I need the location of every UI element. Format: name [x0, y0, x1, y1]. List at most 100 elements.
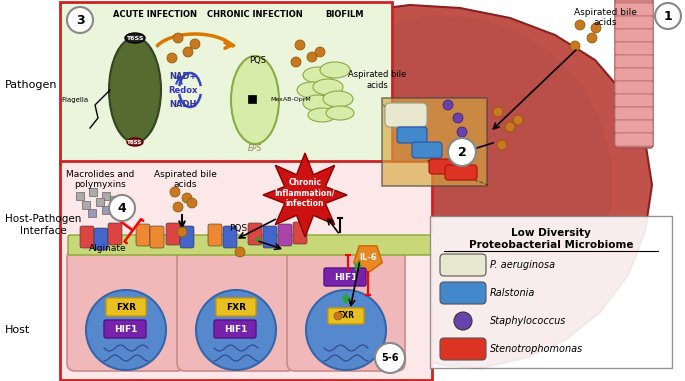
Text: T6SS: T6SS — [126, 35, 144, 40]
Circle shape — [291, 57, 301, 67]
FancyBboxPatch shape — [382, 98, 487, 186]
FancyBboxPatch shape — [615, 107, 653, 120]
FancyBboxPatch shape — [223, 226, 237, 248]
Ellipse shape — [231, 56, 279, 144]
FancyBboxPatch shape — [615, 94, 653, 107]
Circle shape — [655, 3, 681, 29]
Circle shape — [177, 227, 187, 237]
Text: Alginate: Alginate — [89, 243, 127, 253]
Text: Flagella: Flagella — [61, 97, 88, 103]
Circle shape — [505, 122, 515, 132]
Text: 3: 3 — [75, 13, 84, 27]
FancyBboxPatch shape — [60, 161, 432, 380]
FancyBboxPatch shape — [216, 298, 256, 316]
Text: FXR: FXR — [116, 303, 136, 312]
Circle shape — [295, 40, 305, 50]
Ellipse shape — [109, 37, 161, 142]
FancyBboxPatch shape — [94, 228, 108, 250]
Text: HIF1: HIF1 — [224, 325, 248, 333]
FancyBboxPatch shape — [615, 81, 653, 94]
Polygon shape — [263, 153, 347, 237]
Circle shape — [306, 290, 386, 370]
Text: +: + — [253, 235, 262, 245]
FancyBboxPatch shape — [430, 216, 672, 368]
Text: BIOFILM: BIOFILM — [326, 10, 364, 19]
Text: Aspirated bile
acids: Aspirated bile acids — [153, 170, 216, 189]
FancyBboxPatch shape — [108, 223, 122, 245]
Circle shape — [448, 138, 476, 166]
FancyBboxPatch shape — [615, 16, 653, 29]
Ellipse shape — [308, 108, 336, 122]
Circle shape — [375, 343, 405, 373]
Text: NADH: NADH — [169, 99, 197, 109]
Circle shape — [187, 198, 197, 208]
Ellipse shape — [125, 33, 145, 43]
FancyBboxPatch shape — [615, 120, 653, 133]
Ellipse shape — [326, 106, 354, 120]
Circle shape — [454, 312, 472, 330]
Ellipse shape — [303, 95, 333, 111]
FancyBboxPatch shape — [615, 133, 653, 146]
Circle shape — [196, 290, 276, 370]
Text: Aspirated bile
acids: Aspirated bile acids — [348, 70, 406, 90]
Text: 1: 1 — [664, 10, 673, 22]
Circle shape — [173, 33, 183, 43]
Text: HIF1: HIF1 — [334, 272, 358, 282]
Text: Chronic
Inflammation/
infection: Chronic Inflammation/ infection — [275, 178, 335, 208]
Circle shape — [575, 20, 585, 30]
FancyBboxPatch shape — [615, 42, 653, 55]
FancyBboxPatch shape — [397, 127, 427, 143]
Text: IL-6: IL-6 — [359, 253, 377, 263]
Text: FXR: FXR — [338, 312, 355, 320]
Circle shape — [170, 187, 180, 197]
Text: Low Diversity: Low Diversity — [511, 228, 591, 238]
Polygon shape — [382, 15, 612, 340]
Text: Macrolides and
polymyxins: Macrolides and polymyxins — [66, 170, 134, 189]
Text: Host: Host — [5, 325, 30, 335]
Text: Proteobacterial Microbiome: Proteobacterial Microbiome — [469, 240, 633, 250]
Circle shape — [173, 202, 183, 212]
Circle shape — [109, 195, 135, 221]
Circle shape — [315, 47, 325, 57]
Text: NAD+: NAD+ — [169, 72, 197, 80]
Circle shape — [167, 53, 177, 63]
FancyBboxPatch shape — [80, 226, 94, 248]
Circle shape — [570, 41, 580, 51]
FancyBboxPatch shape — [177, 250, 295, 371]
FancyBboxPatch shape — [68, 235, 432, 255]
Circle shape — [182, 193, 192, 203]
Circle shape — [493, 107, 503, 117]
Text: Host-Pathogen
Interface: Host-Pathogen Interface — [5, 214, 82, 236]
Ellipse shape — [297, 82, 327, 98]
Circle shape — [86, 290, 166, 370]
Ellipse shape — [303, 67, 333, 83]
Text: Aspirated bile
acids: Aspirated bile acids — [573, 8, 636, 27]
Text: Stenotrophomonas: Stenotrophomonas — [490, 344, 583, 354]
Text: Redox: Redox — [169, 85, 198, 94]
FancyBboxPatch shape — [615, 29, 653, 42]
Text: MexAB-OprM: MexAB-OprM — [270, 96, 311, 101]
Text: Staphylococcus: Staphylococcus — [490, 316, 566, 326]
FancyBboxPatch shape — [615, 0, 653, 148]
Circle shape — [67, 7, 93, 33]
Text: ACUTE INFECTION: ACUTE INFECTION — [113, 10, 197, 19]
FancyBboxPatch shape — [214, 320, 256, 338]
Ellipse shape — [323, 91, 353, 107]
Circle shape — [235, 247, 245, 257]
FancyBboxPatch shape — [440, 282, 486, 304]
FancyBboxPatch shape — [150, 226, 164, 248]
Text: Ralstonia: Ralstonia — [490, 288, 536, 298]
FancyBboxPatch shape — [445, 165, 477, 180]
FancyBboxPatch shape — [615, 3, 653, 16]
FancyBboxPatch shape — [328, 308, 364, 324]
Text: PQS: PQS — [229, 224, 247, 232]
FancyBboxPatch shape — [248, 95, 256, 103]
FancyBboxPatch shape — [67, 250, 185, 371]
FancyBboxPatch shape — [278, 224, 292, 246]
FancyBboxPatch shape — [293, 222, 307, 244]
Text: T6SS: T6SS — [127, 139, 142, 144]
Ellipse shape — [127, 138, 143, 146]
Text: EPS: EPS — [248, 144, 262, 152]
FancyBboxPatch shape — [615, 55, 653, 68]
FancyBboxPatch shape — [60, 2, 392, 164]
